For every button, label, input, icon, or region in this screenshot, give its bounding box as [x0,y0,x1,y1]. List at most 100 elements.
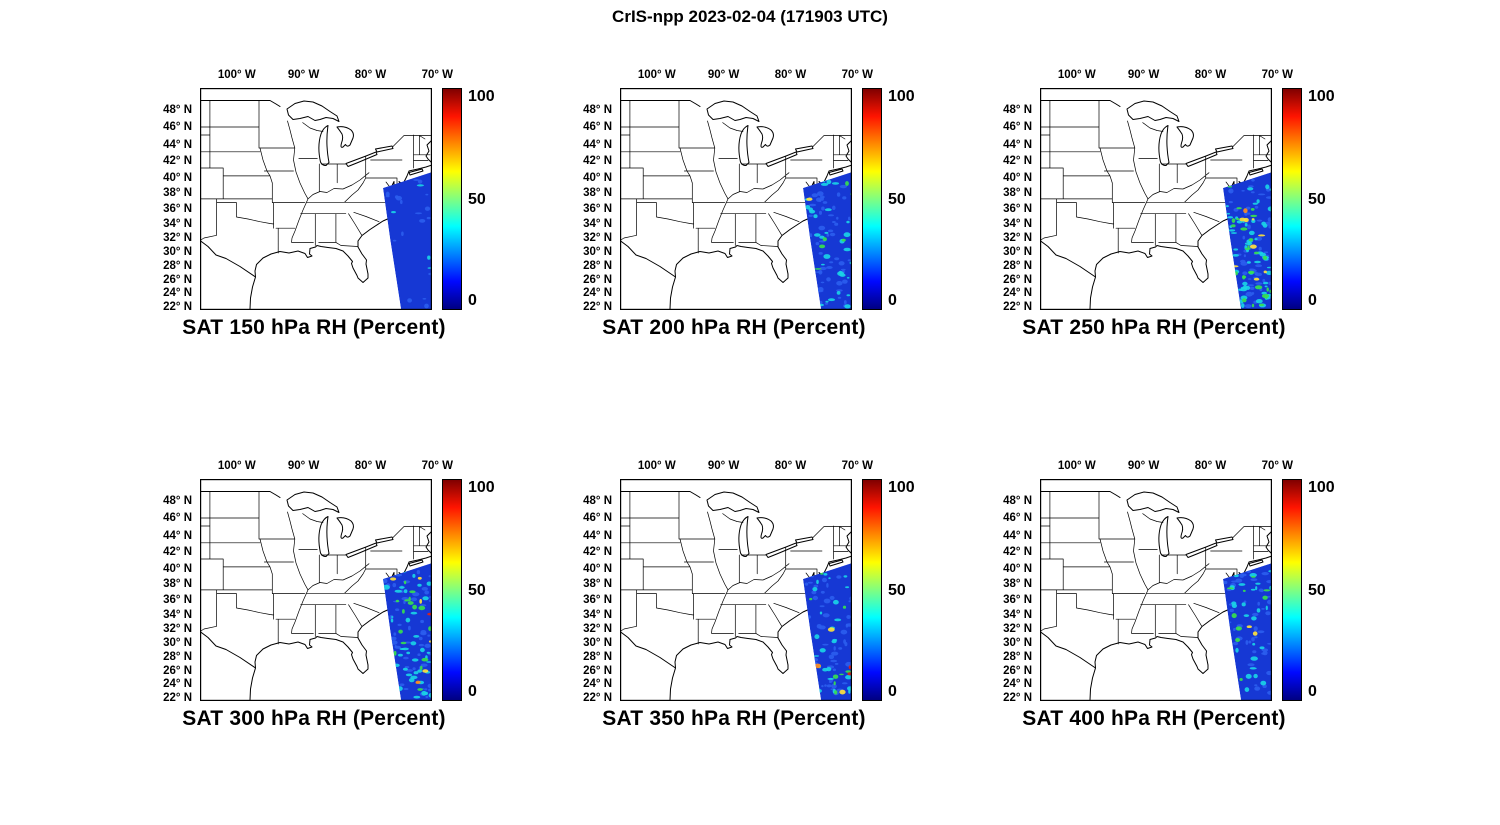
swath-speckle-lightblue [826,266,833,269]
swath-speckle-lightblue [1243,600,1247,604]
swath-speckle-lightblue [1261,648,1269,652]
swath-speckle-lightblue [1247,185,1254,188]
swath-speckle-lightblue [818,625,826,630]
map-panel: 100° W 90° W 80° W 70° W 48° N 46° N 44° N 42°… [142,64,542,364]
lat-tick-label: 24° N [583,287,612,300]
swath-speckle-cyan [1233,574,1239,578]
lat-tick-label: 34° N [1003,608,1032,621]
lat-tick-label: 38° N [163,187,192,200]
swath-speckle-cyan [817,689,822,693]
swath-speckle-lightblue [821,206,825,211]
swath-speckle-yellow [1251,218,1255,221]
lon-tick-label: 100° W [1057,460,1096,472]
swath-speckle-cyan [408,678,415,683]
swath-speckle-lightblue [807,581,813,584]
swath-speckle-yellow [417,576,422,580]
swath-speckle-lightblue [392,239,397,242]
swath-speckle-lightblue [390,640,398,645]
swath-speckle-cyan [1230,232,1237,234]
swath-speckle-lightblue [403,688,409,690]
swath-speckle-cyan [397,653,403,657]
swath-speckle-lightblue [415,212,422,215]
lon-tick-label: 90° W [707,69,740,81]
swath-speckle-lightblue [1223,580,1228,585]
lat-tick-label: 38° N [1003,578,1032,591]
swath-speckle-cyan [1238,288,1243,291]
swath-speckle-green [1247,270,1255,275]
swath-speckle-cyan [831,639,837,644]
swath-speckle-lightblue [818,198,822,202]
swath-speckle-green [1250,208,1255,211]
latitude-axis: 48° N 46° N 44° N 42° N 40° N 38° N 36° N 34° N… [142,479,196,704]
swath-speckle-lightblue [832,221,836,223]
swath-speckle-lightblue [1235,578,1243,583]
swath-speckle-lightblue [393,632,397,636]
swath-speckle-orange [1243,208,1248,214]
swath-speckle-yellow [1263,270,1267,274]
swath-speckle-cyan [397,686,403,691]
swath-speckle-lightblue [840,268,846,271]
swath-speckle-cyan [426,661,432,663]
swath-speckle-lightblue [819,605,825,608]
swath-speckle-green [1262,255,1268,260]
swath-speckle-green [1231,218,1236,224]
swath-speckle-cyan [1248,230,1255,236]
swath-speckle-cyan [812,587,818,592]
swath-speckle-lightblue [1233,641,1239,646]
map-plot [620,479,852,701]
swath-speckle-lightblue [1229,608,1234,613]
swath-speckle-lightblue [413,179,420,181]
lat-tick-label: 46° N [1003,512,1032,525]
swath-speckle-lightblue [834,222,839,226]
colorbar-mid-label: 50 [1308,582,1326,599]
swath-speckle-lightblue [841,682,848,685]
swath-speckle-lightblue [822,201,828,204]
colorbar-mid-label: 50 [888,191,906,208]
swath-speckle-cyan [1243,614,1250,617]
latitude-axis: 48° N 46° N 44° N 42° N 40° N 38° N 36° N 34° N… [982,479,1036,704]
colorbar-mid-label: 50 [468,191,486,208]
swath-speckle-lightblue [838,261,845,266]
lat-tick-label: 44° N [1003,138,1032,151]
swath-speckle-yellow [806,197,813,201]
swath-speckle-cyan [1252,202,1258,205]
data-swath [1223,563,1272,700]
swath-speckle-lightblue [826,684,832,688]
lon-tick-label: 90° W [707,460,740,472]
swath-speckle-lightblue [391,636,397,641]
swath-speckle-lightblue [1255,264,1263,268]
swath-speckle-cyan [1240,286,1247,290]
panel-title: SAT 300 hPa RH (Percent) [182,707,446,730]
map-plot [620,88,852,310]
lat-tick-label: 36° N [1003,593,1032,606]
swath-speckle-lightblue [1262,650,1268,656]
swath-speckle-lightblue [836,192,841,197]
panel-title: SAT 200 hPa RH (Percent) [602,316,866,339]
swath-speckle-yellow [1258,234,1266,237]
lat-tick-label: 24° N [163,287,192,300]
map-frame [1040,479,1272,701]
swath-speckle-lightblue [1262,278,1266,283]
lat-tick-label: 36° N [163,202,192,215]
lat-tick-label: 32° N [583,623,612,635]
swath-speckle-green [1254,285,1263,290]
swath-speckle-lightblue [1267,690,1272,695]
swath-speckle-lightblue [822,643,829,646]
lat-tick-label: 26° N [1003,274,1032,286]
colorbar [1282,88,1302,310]
swath-speckle-cyan [1245,285,1251,290]
swath-speckle-cyan [383,584,390,590]
swath-speckle-green [1240,227,1248,231]
swath-speckle-green [1235,638,1241,642]
swath-speckle-lightblue [834,662,839,665]
swath-speckle-lightblue [804,582,809,586]
swath-speckle-cyan [1254,260,1261,264]
swath-speckle-lightblue [1241,190,1245,192]
lat-tick-label: 38° N [583,187,612,200]
swath-speckle-cyan [1228,229,1236,232]
swath-speckle-cyan [1231,601,1237,606]
swath-speckle-lightblue [1255,236,1263,241]
latitude-axis: 48° N 46° N 44° N 42° N 40° N 38° N 36° N 34° N… [982,88,1036,313]
swath-speckle-orange [814,663,821,669]
swath-speckle-yellow [1231,265,1239,268]
